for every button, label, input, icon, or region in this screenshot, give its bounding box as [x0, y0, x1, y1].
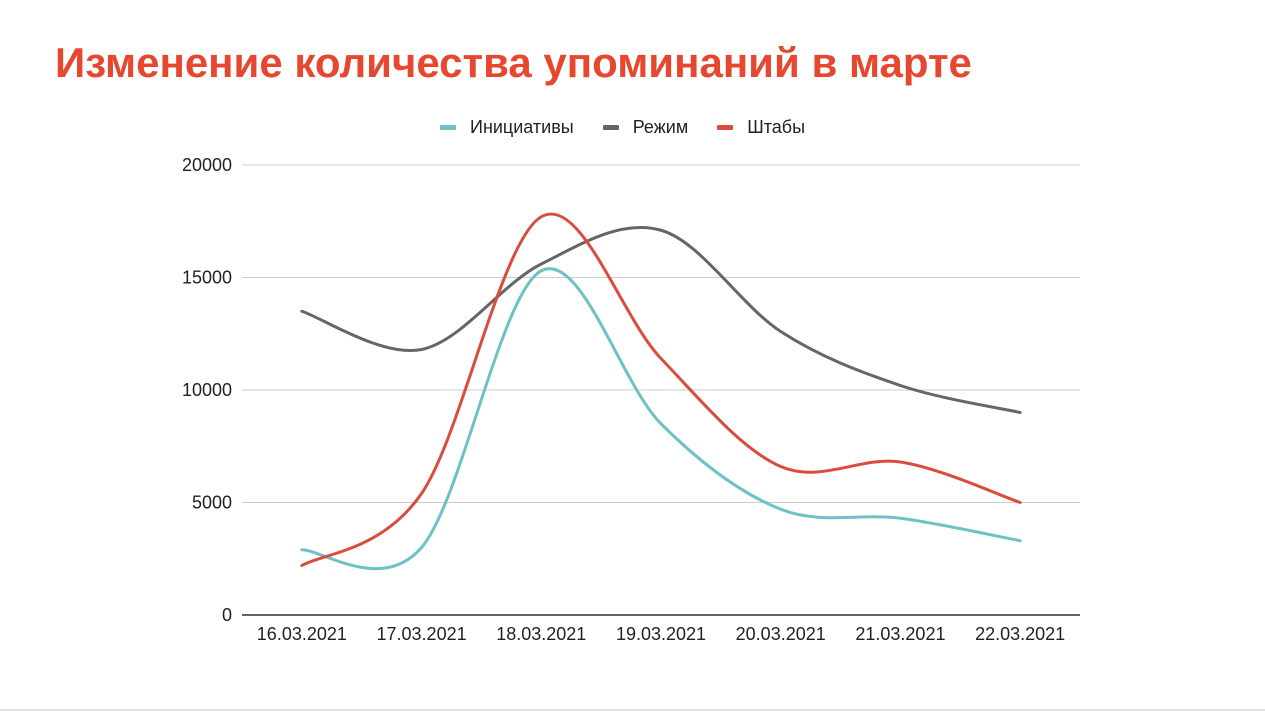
- y-tick-label: 5000: [192, 493, 232, 513]
- legend-label: Штабы: [747, 117, 806, 137]
- y-tick-label: 10000: [182, 380, 232, 400]
- page-title: Изменение количества упоминаний в марте: [55, 39, 972, 86]
- slide-bottom-border: [0, 709, 1265, 711]
- legend-item-headquarters: Штабы: [717, 117, 805, 137]
- legend-label: Инициативы: [470, 117, 574, 137]
- legend-item-initiatives: Инициативы: [440, 117, 574, 137]
- legend-swatch: [602, 124, 619, 130]
- x-tick-label: 20.03.2021: [736, 624, 826, 644]
- chart-legend: Инициативы Режим Штабы: [440, 117, 805, 137]
- y-tick-label: 20000: [182, 155, 232, 175]
- x-tick-label: 21.03.2021: [855, 624, 945, 644]
- series-line-regime: [300, 225, 1022, 414]
- x-tick-label: 18.03.2021: [496, 624, 586, 644]
- x-tick-label: 19.03.2021: [616, 624, 706, 644]
- x-tick-label: 17.03.2021: [377, 624, 467, 644]
- series-line-headquarters: [300, 212, 1022, 567]
- y-tick-label: 0: [222, 605, 232, 625]
- legend-swatch: [440, 124, 456, 130]
- series-line-initiatives: [300, 267, 1022, 571]
- legend-label: Режим: [632, 117, 689, 137]
- y-tick-label: 15000: [182, 268, 232, 288]
- x-tick-label: 22.03.2021: [975, 624, 1065, 644]
- legend-swatch: [717, 124, 734, 130]
- x-tick-label: 16.03.2021: [257, 624, 347, 644]
- legend-item-regime: Режим: [602, 117, 689, 137]
